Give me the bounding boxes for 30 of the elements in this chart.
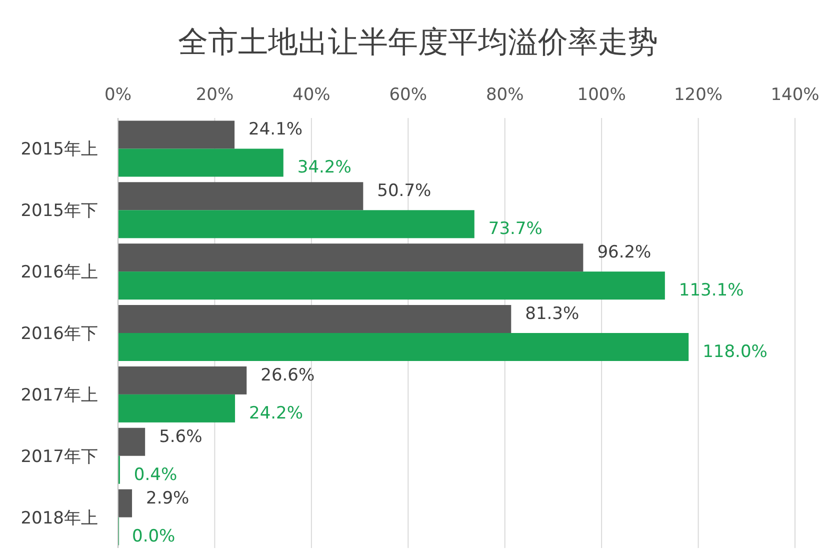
x-tick-label: 140% <box>770 85 820 105</box>
data-label: 24.1% <box>248 120 303 140</box>
y-tick-label: 2016年下 <box>20 324 98 344</box>
chart-title: 全市土地出让半年度平均溢价率走势 <box>178 25 658 60</box>
x-tick-label: 20% <box>196 85 234 105</box>
data-label: 96.2% <box>597 242 652 263</box>
data-label: 26.6% <box>260 365 315 386</box>
data-label: 73.7% <box>488 219 542 240</box>
x-tick-label: 0% <box>104 85 132 105</box>
data-label: 0.0% <box>132 526 176 546</box>
data-label: 24.2% <box>249 403 304 424</box>
x-tick-label: 80% <box>486 85 524 105</box>
y-tick-label: 2015年下 <box>20 201 98 222</box>
data-label: 113.1% <box>678 280 744 301</box>
data-label: 118.0% <box>702 342 768 362</box>
data-label: 81.3% <box>525 304 580 324</box>
data-label: 50.7% <box>377 181 432 202</box>
y-tick-label: 2018年上 <box>20 508 98 528</box>
y-tick-label: 2017年下 <box>20 446 98 467</box>
y-tick-label: 2017年上 <box>20 385 98 406</box>
data-label: 5.6% <box>159 426 202 447</box>
x-tick-label: 100% <box>577 85 626 105</box>
y-tick-label: 2016年上 <box>20 262 98 283</box>
y-tick-label: 2015年上 <box>20 140 98 160</box>
data-label: 0.4% <box>134 464 178 485</box>
x-tick-label: 60% <box>389 85 428 105</box>
x-tick-label: 120% <box>674 85 723 105</box>
data-label: 2.9% <box>146 488 190 508</box>
data-label: 34.2% <box>297 158 352 178</box>
x-tick-label: 40% <box>292 85 330 105</box>
